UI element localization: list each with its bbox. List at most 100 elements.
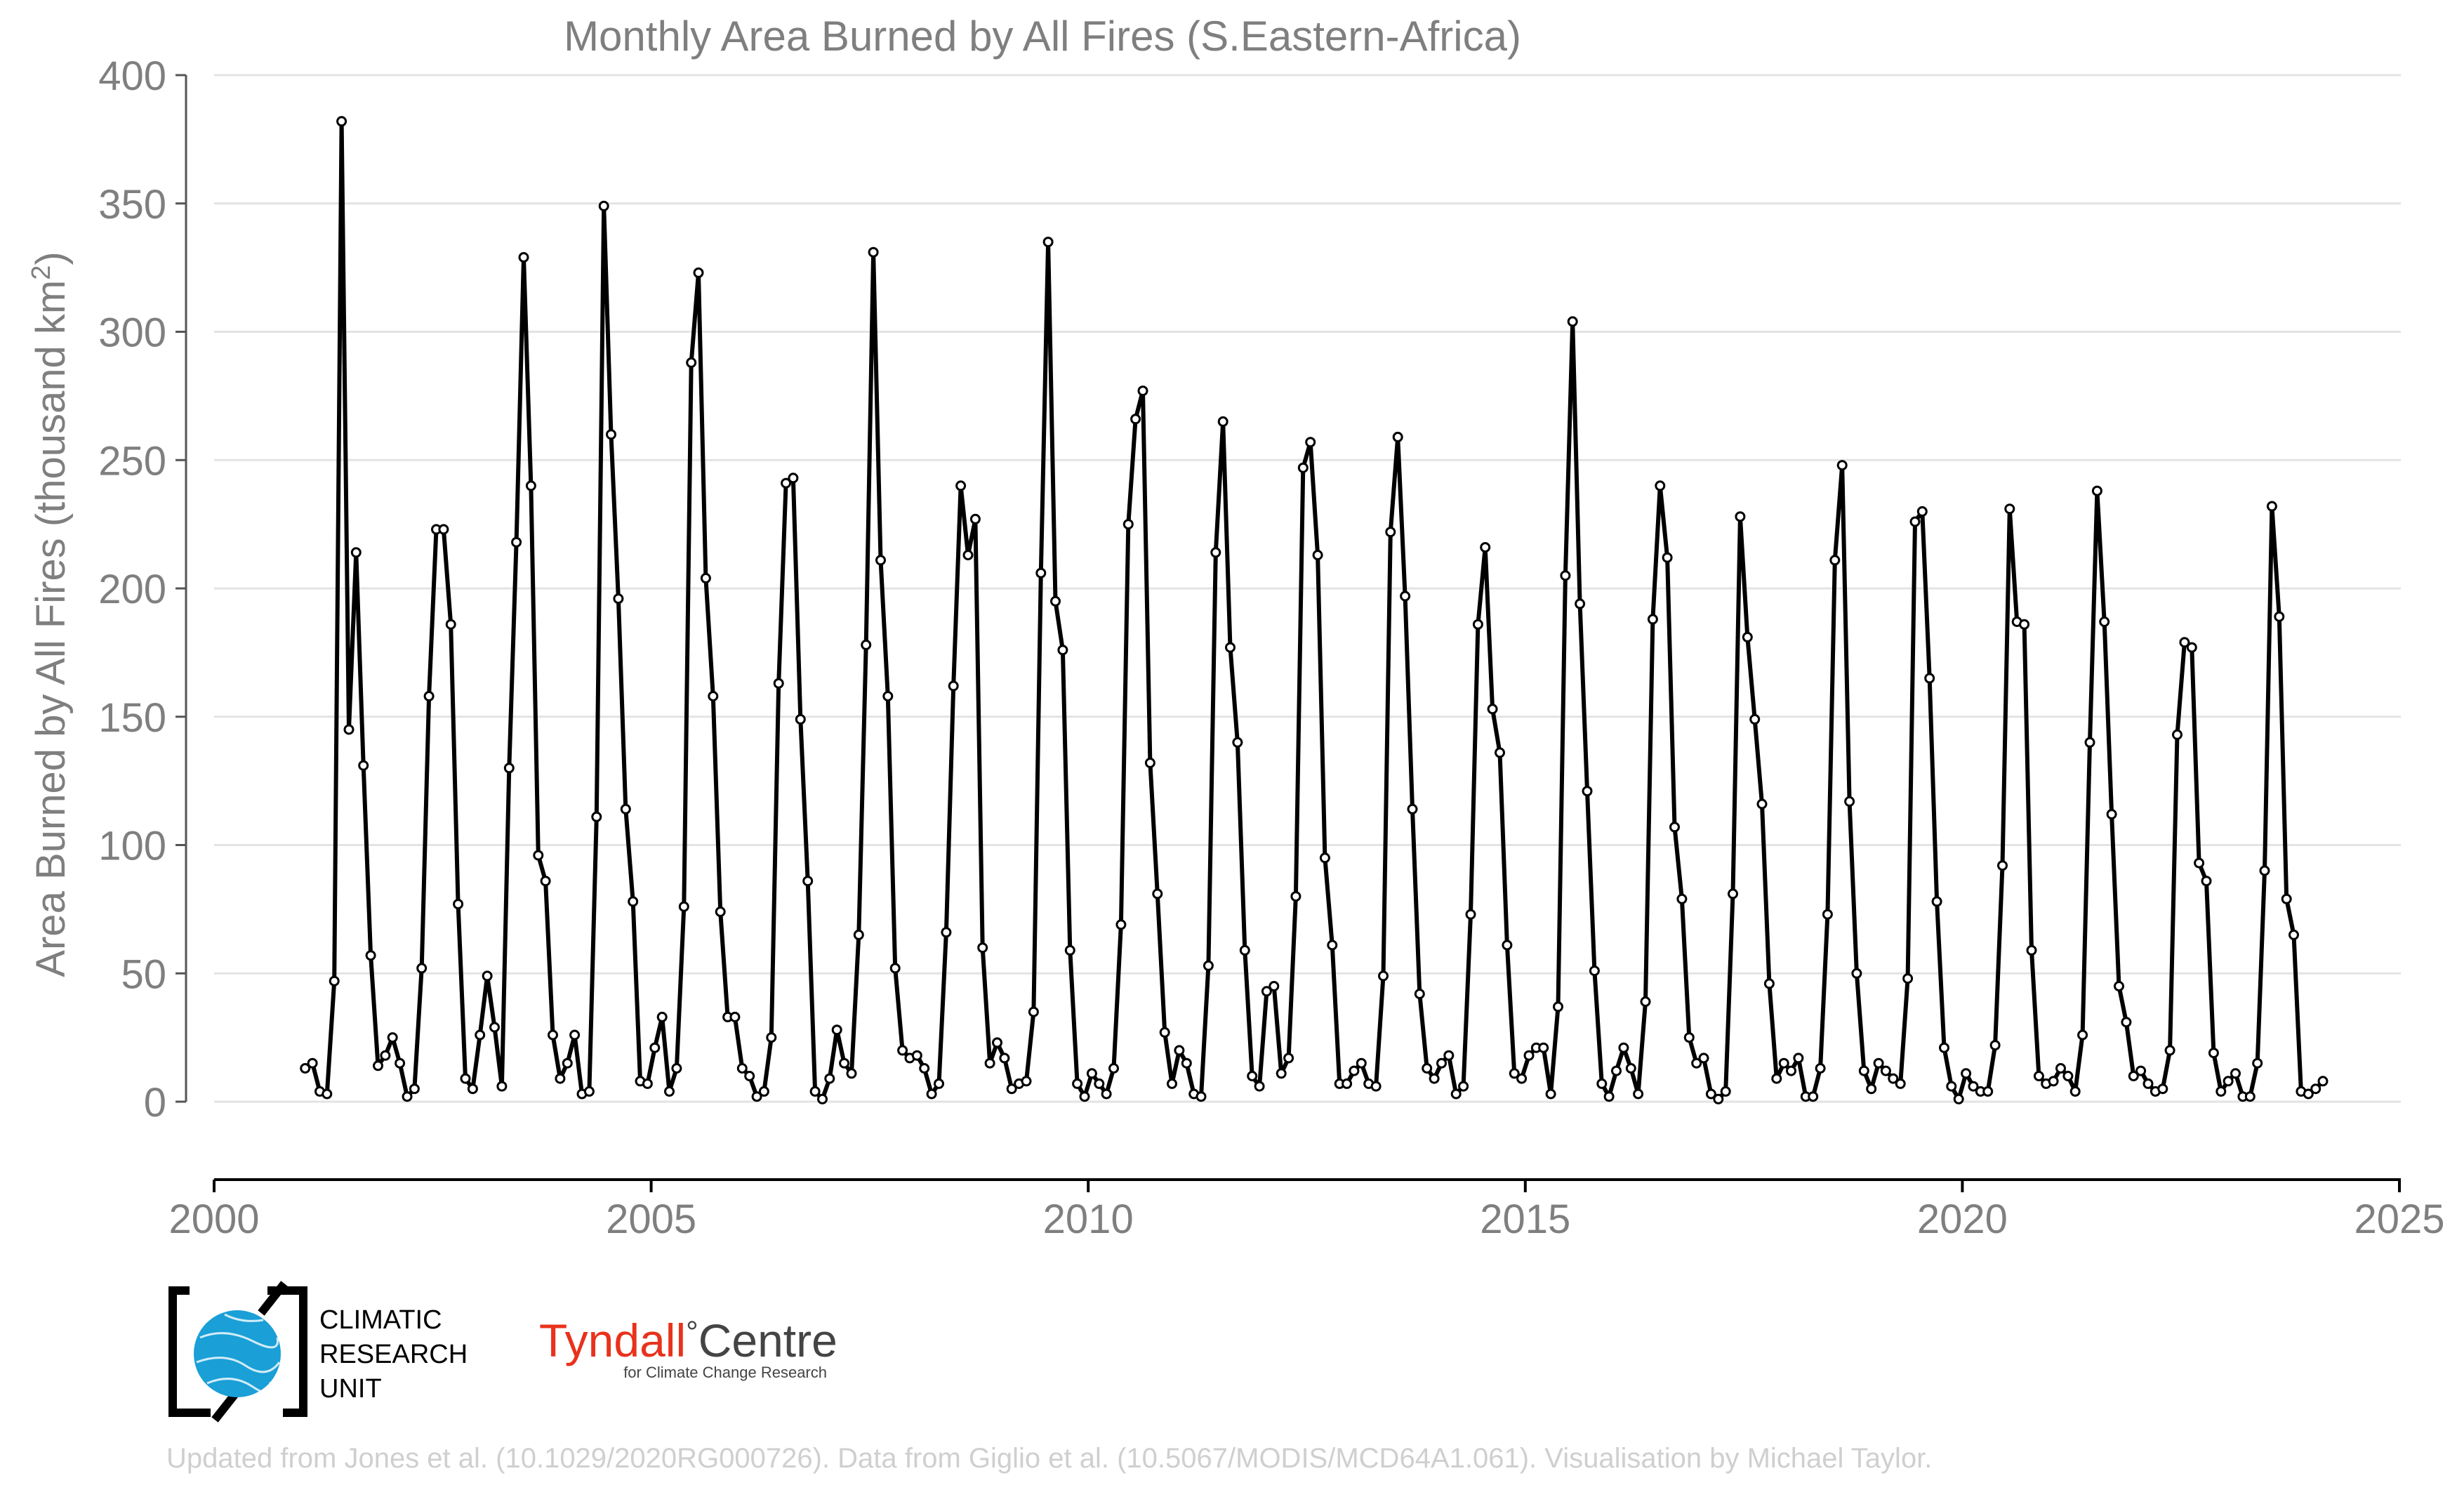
data-point-236	[2019, 619, 2030, 630]
data-point-118	[1159, 1027, 1170, 1038]
data-point-253	[2142, 1078, 2154, 1089]
data-point-124	[1203, 960, 1214, 971]
data-point-79	[875, 555, 886, 566]
data-point-65	[773, 678, 784, 689]
data-point-174	[1567, 316, 1578, 327]
data-point-28	[503, 763, 515, 774]
data-point-107	[1079, 1091, 1090, 1102]
data-point-143	[1342, 1078, 1353, 1089]
series-line	[303, 119, 2325, 1102]
data-point-168	[1523, 1050, 1535, 1061]
data-point-238	[2033, 1071, 2044, 1081]
data-point-164	[1495, 747, 1505, 758]
data-point-47	[642, 1078, 653, 1089]
data-point-103	[1050, 595, 1061, 607]
data-point-109	[1094, 1078, 1105, 1089]
data-point-204	[1786, 1065, 1796, 1076]
data-point-267	[2244, 1091, 2256, 1102]
data-point-148	[1378, 970, 1389, 982]
data-point-180	[1611, 1065, 1622, 1076]
data-point-85	[919, 1063, 930, 1074]
x-tick-label-2025: 2025	[2354, 1196, 2444, 1242]
data-point-17	[423, 691, 435, 701]
data-point-61	[744, 1071, 755, 1081]
data-point-269	[2259, 865, 2270, 876]
data-point-187	[1662, 552, 1673, 563]
data-point-241	[2055, 1063, 2066, 1074]
data-point-23	[467, 1083, 478, 1095]
cru-bracket-left-icon	[168, 1286, 211, 1417]
data-point-249	[2114, 981, 2124, 991]
data-point-30	[518, 252, 529, 263]
data-point-261	[2201, 876, 2212, 887]
data-point-160	[1465, 909, 1476, 920]
data-point-194	[1713, 1093, 1724, 1104]
data-point-218	[1888, 1073, 1899, 1084]
data-point-217	[1880, 1065, 1891, 1076]
data-point-73	[831, 1024, 842, 1036]
data-point-184	[1640, 996, 1651, 1007]
data-point-252	[2135, 1065, 2147, 1076]
data-point-119	[1167, 1078, 1177, 1089]
data-point-59	[729, 1011, 741, 1022]
data-point-110	[1101, 1088, 1112, 1100]
data-point-8	[358, 760, 369, 771]
data-point-275	[2303, 1088, 2314, 1100]
data-point-202	[1771, 1073, 1782, 1084]
data-point-31	[525, 480, 536, 492]
data-point-104	[1057, 645, 1068, 656]
data-point-215	[1866, 1083, 1877, 1095]
data-point-163	[1487, 704, 1498, 715]
y-axis-label-main: Area Burned by All Fires (thousand km	[28, 280, 74, 977]
data-point-158	[1450, 1088, 1462, 1100]
data-point-52	[678, 901, 689, 912]
tyndall-degree: °	[686, 1315, 698, 1350]
data-point-139	[1312, 550, 1323, 560]
data-point-240	[2048, 1076, 2059, 1087]
data-point-55	[700, 572, 711, 583]
data-point-140	[1319, 852, 1330, 864]
data-point-0	[300, 1063, 311, 1074]
x-tick-label-2020: 2020	[1917, 1196, 2008, 1242]
cru-slash-bottom-icon	[211, 1390, 239, 1423]
tyndall-centre: Centre	[698, 1314, 837, 1366]
data-point-191	[1691, 1057, 1702, 1069]
data-point-193	[1705, 1088, 1716, 1100]
data-point-157	[1443, 1050, 1455, 1061]
data-point-207	[1808, 1091, 1819, 1102]
data-point-80	[882, 691, 894, 701]
data-point-247	[2099, 616, 2110, 627]
x-tick-label-2015: 2015	[1480, 1196, 1570, 1242]
data-point-16	[416, 963, 428, 974]
data-point-231	[1982, 1086, 1994, 1097]
data-point-162	[1480, 542, 1491, 553]
data-point-7	[350, 547, 362, 558]
data-point-197	[1735, 511, 1746, 522]
data-point-216	[1873, 1057, 1884, 1069]
data-point-91	[962, 550, 974, 560]
data-point-237	[2026, 944, 2037, 956]
data-point-201	[1763, 978, 1775, 989]
data-point-138	[1305, 437, 1316, 448]
data-point-20	[445, 619, 456, 630]
data-point-137	[1297, 462, 1309, 473]
data-point-232	[1989, 1040, 2001, 1051]
data-point-212	[1844, 796, 1855, 807]
data-point-135	[1283, 1053, 1294, 1064]
data-point-271	[2274, 611, 2285, 622]
data-point-244	[2077, 1029, 2088, 1041]
globe-icon	[194, 1310, 281, 1397]
data-point-100	[1028, 1006, 1039, 1017]
data-point-121	[1181, 1057, 1192, 1069]
data-point-108	[1086, 1068, 1097, 1079]
x-axis: 2000 2005 2010 2015 2020 2025	[168, 1178, 2445, 1242]
data-point-93	[977, 942, 988, 954]
data-point-112	[1115, 919, 1127, 930]
data-point-27	[496, 1081, 508, 1092]
data-point-229	[1968, 1081, 1979, 1092]
data-point-272	[2281, 893, 2292, 904]
data-point-21	[453, 899, 464, 910]
data-point-182	[1625, 1063, 1636, 1074]
data-point-1	[307, 1057, 318, 1069]
